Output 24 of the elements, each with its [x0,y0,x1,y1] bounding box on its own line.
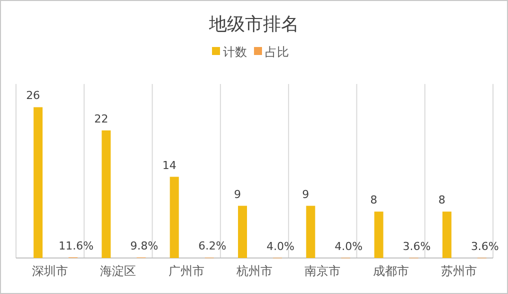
data-label: 6.2% [198,240,226,253]
x-tick-label: 成都市 [372,264,409,278]
x-tick-label: 苏州市 [440,264,477,278]
x-tick-label: 海淀区 [100,264,136,278]
data-label: 8 [438,194,446,207]
data-label: 3.6% [402,240,431,253]
data-label: 4.0% [266,240,294,253]
data-label: 8 [370,194,378,207]
data-label: 14 [162,158,176,172]
data-label: 11.6% [58,239,94,252]
data-label: 22 [94,112,108,126]
data-label: 9.8% [130,239,158,252]
x-tick-label: 南京市 [304,264,341,278]
data-label: 26 [26,89,40,102]
data-label: 3.6% [470,240,499,253]
data-label: 4.0% [334,240,363,253]
x-tick-label: 深圳市 [32,264,68,278]
x-tick-label: 杭州市 [236,264,272,278]
chart-title: 地级市排名 [208,14,299,35]
legend-label: 占比 [265,45,289,59]
legend-label: 计数 [223,45,247,59]
x-tick-label: 广州市 [168,264,204,278]
data-label: 9 [302,188,310,201]
data-label: 9 [234,188,241,201]
